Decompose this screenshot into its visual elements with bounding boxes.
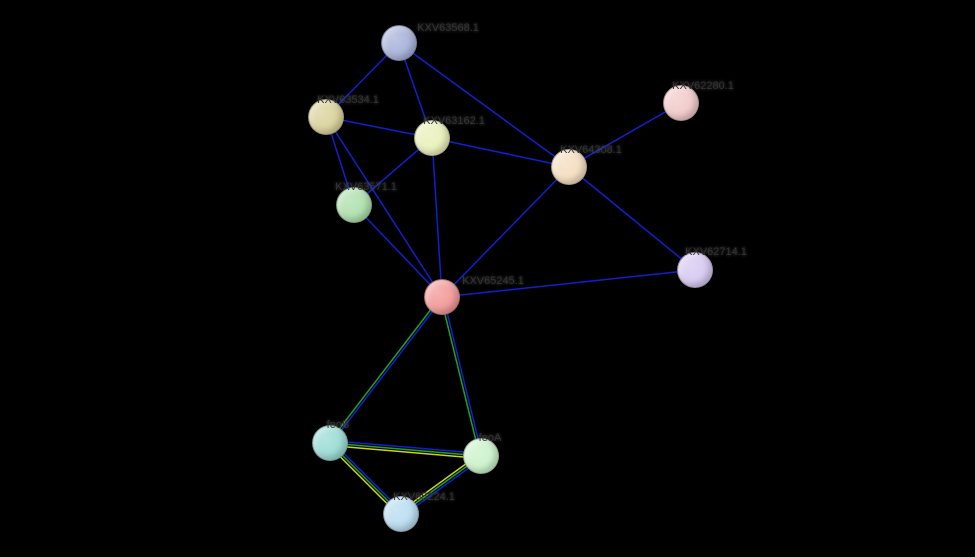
edge (331, 298, 443, 444)
network-graph: KXV63568.1KXV63534.1KXV63162.1KXV62280.1… (0, 0, 975, 557)
node-KXV63162.1[interactable] (414, 120, 450, 156)
node-KXV64308.1[interactable] (551, 149, 587, 185)
node-feoA[interactable] (463, 438, 499, 474)
edge (441, 297, 480, 456)
edge (442, 270, 695, 297)
node-KXV63534.1[interactable] (308, 99, 344, 135)
node-KXV62714.1[interactable] (677, 252, 713, 288)
edge (330, 443, 481, 456)
edge (329, 296, 441, 442)
edges-layer (0, 0, 975, 557)
node-KXV62280.1[interactable] (663, 85, 699, 121)
node-KXV65245.1[interactable] (424, 279, 460, 315)
edge (432, 138, 442, 297)
node-KXV63568.1[interactable] (381, 25, 417, 61)
node-feoB[interactable] (312, 425, 348, 461)
edge (569, 167, 695, 270)
edge (569, 103, 681, 167)
edge (442, 167, 569, 297)
node-KXV65224.1[interactable] (383, 496, 419, 532)
edge (443, 297, 482, 456)
node-KXV63571.1[interactable] (336, 187, 372, 223)
